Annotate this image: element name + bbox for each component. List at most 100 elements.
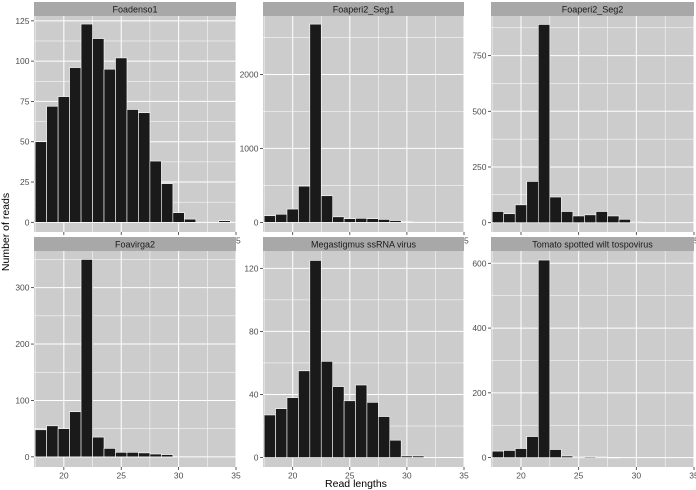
histogram-bar xyxy=(526,436,539,458)
histogram-bar xyxy=(366,218,379,223)
histogram-bar xyxy=(572,215,585,223)
histogram-bar xyxy=(57,96,70,223)
facet-title: Foadenso1 xyxy=(112,5,157,15)
x-tick-label: 20 xyxy=(288,471,298,481)
histogram-bar xyxy=(57,428,70,458)
y-tick-label: 0 xyxy=(482,453,487,463)
facet-title: Megastigmus ssRNA virus xyxy=(311,240,417,250)
facet-title: Foavirga2 xyxy=(115,240,155,250)
histogram-bar xyxy=(389,220,402,223)
y-tick-label: 75 xyxy=(20,96,30,106)
histogram-bar xyxy=(355,384,368,458)
histogram-bar xyxy=(537,259,551,458)
histogram-bar xyxy=(80,23,93,223)
y-tick-label: 250 xyxy=(472,162,486,172)
y-tick-label: 0 xyxy=(25,217,30,227)
histogram-bar xyxy=(514,204,528,223)
histogram-bar xyxy=(400,221,413,223)
histogram-bar xyxy=(503,213,516,223)
histogram-bar xyxy=(46,425,59,458)
histogram-bar xyxy=(343,400,356,458)
histogram-bar xyxy=(298,185,311,223)
histogram-bar xyxy=(34,141,47,223)
histogram-bar xyxy=(69,67,82,223)
x-tick-label: 25 xyxy=(574,471,584,481)
x-tick-label: 25 xyxy=(345,471,355,481)
histogram-bar xyxy=(607,215,620,223)
facet-panel: Foavirga2 20 25 30 35 0 100 200 300 xyxy=(15,237,241,481)
facet-strip xyxy=(491,2,694,16)
histogram-bar xyxy=(572,456,585,458)
histogram-bar xyxy=(172,212,185,223)
histogram-bar xyxy=(595,211,608,223)
facet-strip xyxy=(263,2,464,16)
histogram-bar xyxy=(584,214,597,223)
histogram-bar xyxy=(126,452,139,458)
histogram-bar xyxy=(526,181,539,223)
histogram-bar xyxy=(103,68,116,223)
histogram-bar xyxy=(126,109,139,223)
histogram-bar xyxy=(389,439,402,458)
y-tick-label: 200 xyxy=(472,388,486,398)
histogram-bar xyxy=(503,450,516,458)
y-tick-label: 750 xyxy=(472,51,486,61)
y-tick-label: 2000 xyxy=(240,69,259,79)
histogram-bar xyxy=(263,414,276,458)
facet-panel: Megastigmus ssRNA virus 20 25 30 35 0 40 80 120 xyxy=(244,237,469,481)
y-tick-label: 0 xyxy=(254,453,259,463)
histogram-bar xyxy=(584,456,597,458)
y-tick-label: 120 xyxy=(244,263,258,273)
histogram-bar xyxy=(275,408,288,458)
y-tick-label: 1000 xyxy=(240,143,259,153)
facet-strip xyxy=(34,2,236,16)
panel-background xyxy=(491,16,694,232)
histogram-bar xyxy=(149,453,162,458)
histogram-bar xyxy=(184,218,197,223)
x-tick-label: 35 xyxy=(459,236,469,246)
histogram-bar xyxy=(320,195,333,223)
facet-strip xyxy=(34,237,236,251)
histogram-bar xyxy=(298,370,311,458)
histogram-bar xyxy=(309,23,322,223)
y-tick-label: 100 xyxy=(15,56,29,66)
histogram-bar xyxy=(355,218,368,223)
y-tick-label: 400 xyxy=(472,323,486,333)
histogram-bar xyxy=(286,397,299,458)
histogram-bar xyxy=(138,112,151,223)
histogram-bar xyxy=(412,455,425,458)
x-tick-label: 30 xyxy=(402,471,412,481)
panel-background xyxy=(491,251,694,467)
y-tick-label: 0 xyxy=(25,452,30,462)
x-axis-title: Read lengths xyxy=(325,478,387,490)
histogram-bar xyxy=(549,196,562,223)
histogram-bar xyxy=(332,216,345,223)
histogram-bar xyxy=(115,452,128,458)
histogram-bar xyxy=(514,448,528,458)
x-tick-label: 20 xyxy=(59,471,69,481)
histogram-bar xyxy=(34,429,47,458)
y-tick-label: 50 xyxy=(20,137,30,147)
y-tick-label: 40 xyxy=(249,389,259,399)
facet-title: Foaperi2_Seg2 xyxy=(562,5,624,15)
facet-strip xyxy=(491,237,694,251)
panel-background xyxy=(263,16,464,232)
x-tick-label: 35 xyxy=(689,471,696,481)
histogram-bar xyxy=(400,455,413,458)
y-tick-label: 600 xyxy=(472,258,486,268)
x-tick-label: 30 xyxy=(632,471,642,481)
facet-panel: Foaperi2_Seg120253035010002000 xyxy=(240,2,469,246)
histogram-bar xyxy=(103,448,116,458)
facet-panels: Foadenso1 20 25 30 35 0 25 50 75 100 125 Foaperi2_S… xyxy=(15,2,696,481)
histogram-bar xyxy=(549,449,562,458)
histogram-bar xyxy=(149,160,162,223)
histogram-bar xyxy=(115,57,128,223)
facet-title: Tomato spotted wilt tospovirus xyxy=(532,240,653,250)
histogram-bar xyxy=(491,450,504,458)
histogram-bar xyxy=(607,456,620,459)
x-tick-label: 35 xyxy=(231,236,241,246)
y-tick-label: 200 xyxy=(15,339,29,349)
histogram-bar xyxy=(218,220,231,223)
x-tick-label: 35 xyxy=(231,471,241,481)
y-axis-title: Number of reads xyxy=(0,193,12,271)
histogram-bar xyxy=(630,221,643,223)
